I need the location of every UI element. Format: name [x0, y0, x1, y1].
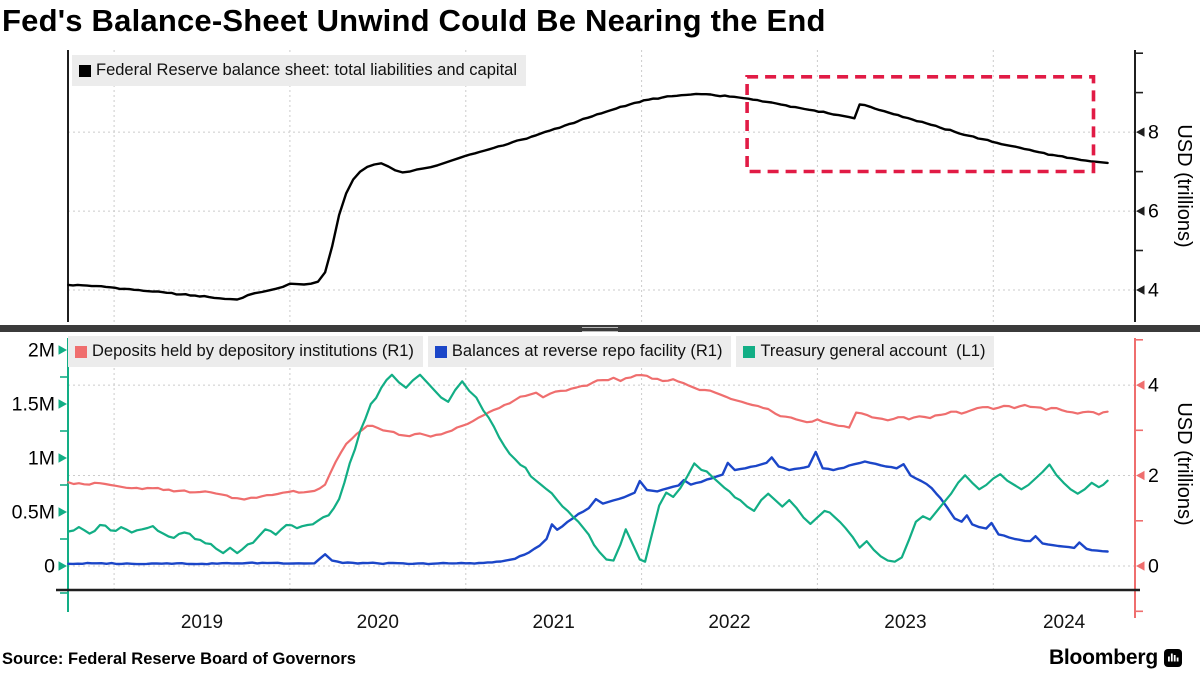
axis-tick-label: USD (trillions) — [1173, 402, 1195, 525]
series-line-reverse-repo — [67, 450, 1109, 566]
series-line-deposits — [67, 374, 1109, 501]
legend-label: Balances at reverse repo facility (R1) — [451, 342, 723, 360]
axis-tick-label: 0 — [1148, 556, 1159, 578]
bloomberg-wordmark: Bloomberg — [1048, 646, 1158, 669]
legend-bottom: Deposits held by depository institutions… — [68, 336, 995, 367]
legend-label: Deposits held by depository institutions… — [92, 342, 414, 360]
top-panel: 4 6 8 USD (trillions) — [67, 50, 1195, 322]
axis-tick-label: 6 — [1148, 201, 1159, 223]
divider-grip-icon[interactable] — [582, 327, 618, 332]
page-title: Fed's Balance-Sheet Unwind Could Be Near… — [2, 3, 826, 38]
bottom-panel: 0 0.5M 1M 1.5M 2M 0 2 4 USD (trillions) 2019 2020 2… — [12, 338, 1195, 633]
legend-item-treasury[interactable]: Treasury general account (L1) — [736, 336, 995, 367]
axis-tick-label: 2021 — [533, 612, 575, 633]
legend-swatch-icon — [434, 345, 447, 358]
legend-item-balance-sheet[interactable]: Federal Reserve balance sheet: total lia… — [72, 55, 526, 86]
axis-tick-label: 4 — [1148, 375, 1159, 397]
series-line-balance-sheet — [67, 92, 1109, 301]
axis-tick-label: USD (trillions) — [1173, 124, 1195, 247]
legend-item-deposits[interactable]: Deposits held by depository institutions… — [68, 336, 423, 367]
axis-tick-label: 2019 — [181, 612, 223, 633]
legend-swatch-icon — [75, 345, 87, 358]
axis-tick-label: 0 — [44, 556, 55, 578]
axis-tick-label: 2024 — [1043, 612, 1086, 633]
legend-top: Federal Reserve balance sheet: total lia… — [72, 55, 526, 86]
series-line-treasury — [67, 373, 1109, 563]
axis-tick-label: 8 — [1148, 122, 1159, 144]
source-credit: Source: Federal Reserve Board of Governo… — [2, 650, 356, 668]
axis-tick-label: 1.5M — [12, 393, 55, 415]
axis-tick-label: 2M — [28, 339, 55, 361]
axis-tick-label: 1M — [28, 448, 55, 470]
axis-tick-label: 2023 — [884, 612, 926, 633]
axis-tick-label: 2 — [1148, 465, 1159, 487]
legend-label: Treasury general account (L1) — [760, 342, 986, 360]
annotation-highlight-box — [745, 75, 1096, 174]
legend-label: Federal Reserve balance sheet: total lia… — [96, 61, 517, 79]
axis-tick-label: 2022 — [708, 612, 750, 633]
legend-swatch-icon — [743, 345, 756, 358]
bar-chart-logo-icon — [1164, 649, 1182, 667]
panel-divider[interactable] — [0, 325, 1200, 332]
bloomberg-logo: Bloomberg — [1049, 646, 1182, 670]
chart-canvas[interactable]: 4 6 8 USD (trillions) 0 0.5M 1M 1.5M 2M 0 2 4 USD (t… — [0, 0, 1200, 648]
legend-swatch-icon — [79, 64, 91, 77]
axis-tick-label: 4 — [1148, 280, 1159, 302]
axis-tick-label: 2020 — [357, 612, 399, 633]
legend-item-reverse-repo[interactable]: Balances at reverse repo facility (R1) — [427, 336, 732, 367]
axis-tick-label: 0.5M — [12, 502, 55, 524]
